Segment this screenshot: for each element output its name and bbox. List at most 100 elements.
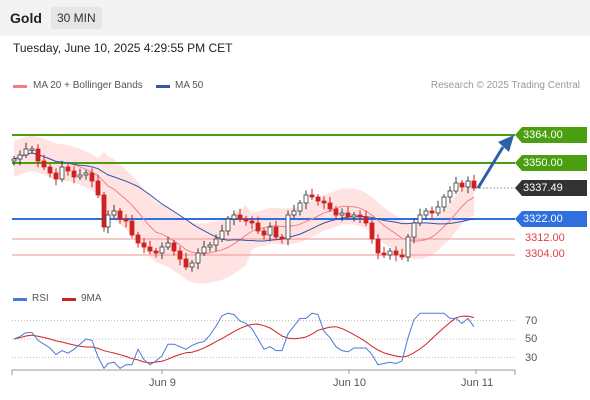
candle-body — [327, 202, 333, 210]
resistance-tag: 3364.00 — [515, 127, 587, 143]
candle-body — [71, 170, 77, 178]
candle-body — [405, 236, 411, 258]
last-price-tag: 3337.49 — [515, 180, 587, 197]
x-label-jun9: Jun 9 — [149, 377, 176, 389]
timestamp: Tuesday, June 10, 2025 4:29:55 PM CET — [13, 41, 233, 55]
candlesticks — [11, 142, 477, 272]
candle-body — [77, 174, 83, 178]
candle-body — [65, 166, 71, 172]
ma20-legend-swatch — [13, 85, 27, 88]
candle-body — [285, 214, 291, 240]
candle-body — [23, 148, 29, 156]
candle-body — [207, 244, 213, 248]
candle-body — [297, 202, 303, 212]
candle-body — [189, 262, 195, 268]
candle-body — [47, 166, 53, 174]
rsi-legend-swatch — [13, 298, 27, 301]
rsi-level-50: 50 — [525, 333, 538, 345]
candle-body — [267, 226, 273, 236]
candle-body — [59, 166, 65, 180]
candle-body — [429, 210, 435, 214]
candle-body — [381, 252, 387, 256]
candle-body — [393, 250, 399, 256]
candle-body — [411, 222, 417, 238]
candle-body — [363, 216, 369, 224]
candle-body — [315, 196, 321, 202]
timeframe-button[interactable]: 30 MIN — [51, 7, 102, 29]
rsi-legend-label: RSI — [32, 293, 49, 304]
candle-body — [213, 238, 219, 246]
x-label-jun11: Jun 11 — [461, 377, 494, 389]
candle-body — [177, 250, 183, 260]
candle-body — [351, 214, 357, 218]
candle-body — [453, 182, 459, 192]
candle-body — [441, 196, 447, 208]
candle-body — [339, 212, 345, 216]
candle-body — [375, 238, 381, 254]
support-label: 3312.00 — [525, 232, 565, 244]
candle-body — [387, 250, 393, 256]
candle-body — [141, 242, 147, 248]
candle-body — [249, 220, 255, 224]
candle-body — [279, 236, 285, 240]
candle-body — [243, 218, 249, 222]
candle-body — [123, 218, 129, 222]
moving-averages — [13, 152, 475, 254]
candle-body — [29, 148, 35, 151]
candle-body — [225, 218, 231, 232]
ma20-legend-label: MA 20 + Bollinger Bands — [33, 80, 143, 91]
candle-body — [17, 154, 23, 160]
candle-body — [41, 160, 47, 168]
rsi-ma-legend-swatch — [62, 298, 76, 301]
bollinger-band-fill — [14, 135, 474, 284]
candle-body — [321, 200, 327, 204]
rsi-line — [13, 312, 475, 370]
candle-body — [435, 206, 441, 214]
candle-body — [159, 246, 165, 254]
candle-body — [147, 246, 153, 252]
rsi-level-30: 30 — [525, 352, 538, 364]
candle-body — [171, 242, 177, 252]
candle-body — [357, 214, 363, 218]
candle-body — [447, 190, 453, 198]
candle-body — [165, 242, 171, 248]
candle-body — [231, 214, 237, 220]
candle-body — [237, 214, 243, 220]
candle-body — [129, 220, 135, 236]
x-axis — [11, 369, 516, 375]
rsi-level-70: 70 — [525, 315, 538, 327]
candle-body — [291, 210, 297, 216]
candle-body — [201, 246, 207, 254]
projection-arrow-shaft — [476, 146, 505, 189]
ma50-legend-label: MA 50 — [175, 80, 204, 91]
ma50-line — [13, 152, 475, 242]
candle-body — [303, 194, 309, 204]
candle-body — [309, 194, 315, 198]
candle-body — [465, 180, 471, 188]
credit-text: Research © 2025 Trading Central — [430, 80, 580, 91]
candle-body — [273, 226, 279, 238]
level-lines — [12, 134, 515, 256]
candle-body — [195, 252, 201, 264]
candle-body — [135, 234, 141, 244]
ma50-legend-swatch — [156, 85, 170, 88]
candle-body — [399, 254, 405, 258]
candle-body — [459, 182, 465, 188]
candle-body — [417, 214, 423, 224]
candle-body — [101, 194, 107, 228]
x-label-jun10: Jun 10 — [333, 377, 367, 389]
candle-body — [261, 230, 267, 236]
resistance-tag: 3350.00 — [515, 155, 587, 171]
candle-body — [333, 208, 339, 216]
ma20-line — [13, 152, 475, 254]
rsi-panel — [12, 312, 515, 370]
candle-body — [105, 214, 111, 228]
candle-body — [183, 258, 189, 268]
candle-body — [89, 172, 95, 182]
candle-body — [369, 222, 375, 240]
candle-body — [153, 250, 159, 254]
candle-body — [83, 172, 89, 176]
candle-body — [11, 158, 17, 162]
candle-body — [117, 210, 123, 220]
